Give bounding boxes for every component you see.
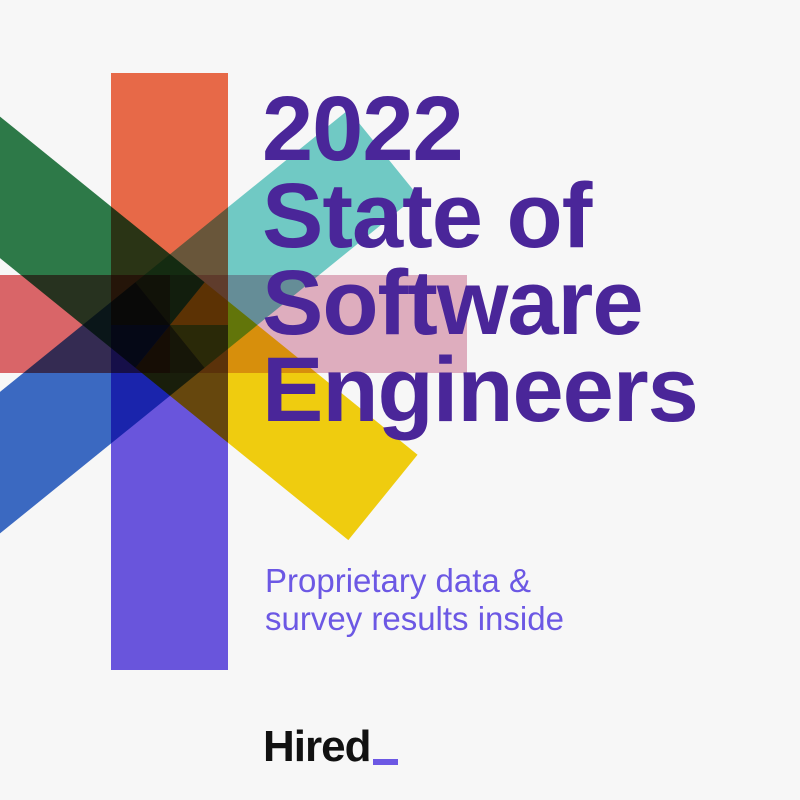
subtitle-line: survey results inside xyxy=(265,600,564,637)
title-line: State of xyxy=(262,165,592,267)
logo-text: Hired xyxy=(263,722,371,771)
teal-diagonal xyxy=(135,109,418,368)
hired-logo: Hired xyxy=(263,722,399,772)
logo-underscore xyxy=(373,759,399,765)
subtitle: Proprietary data & survey results inside xyxy=(265,562,564,638)
blue-diagonal xyxy=(0,282,205,557)
report-title: 2022 State of Software Engineers xyxy=(262,78,699,441)
title-line: Engineers xyxy=(262,339,699,441)
title-line: Software xyxy=(262,252,644,354)
title-line: 2022 xyxy=(262,78,464,180)
subtitle-line: Proprietary data & xyxy=(265,562,531,599)
